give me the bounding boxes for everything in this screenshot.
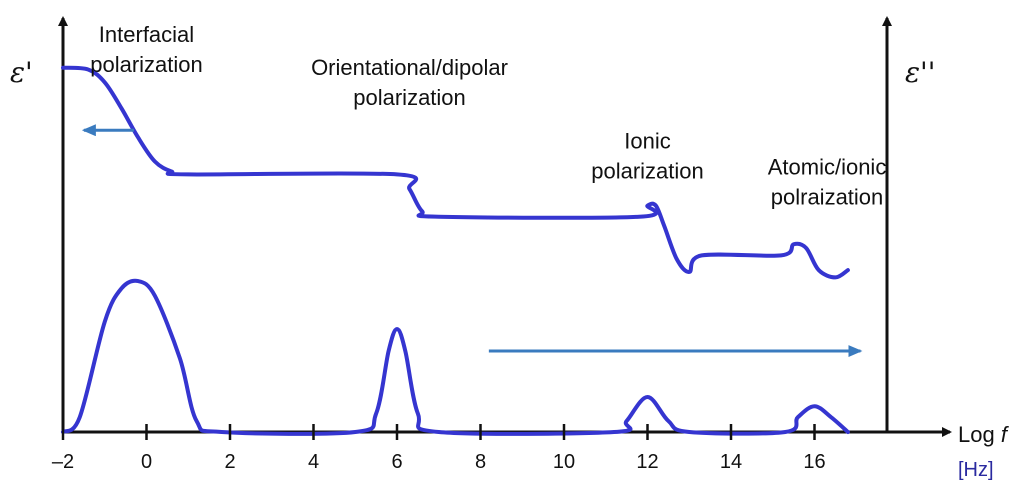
annotations: Interfacial polarization Orientational/dip… xyxy=(81,22,887,358)
y-axis-label-left: ε' xyxy=(10,56,33,89)
annotation-line: polarization xyxy=(353,85,466,110)
series-line-real-permittivity xyxy=(61,65,850,280)
y-axis-label-right: ε'' xyxy=(905,56,935,89)
x-tick-label: 14 xyxy=(720,451,742,473)
annotation-line: Atomic/ionic xyxy=(768,154,887,179)
x-axis-label: Log f xyxy=(958,422,1010,447)
annotation-1: Interfacial polarization xyxy=(90,22,203,77)
annotation-4: Atomic/ionic polraization xyxy=(768,154,887,209)
series-group xyxy=(61,65,850,436)
annotation-line: polarization xyxy=(90,52,203,77)
annotation-line: Ionic xyxy=(624,129,670,154)
annotation-2: Orientational/dipolar polarization xyxy=(311,55,508,110)
x-axis-label-prefix: Log xyxy=(958,422,1001,447)
x-tick-label: 2 xyxy=(224,451,235,473)
x-tick-label: 16 xyxy=(803,451,825,473)
annotation-line: polarization xyxy=(591,159,704,184)
x-ticks: –2 0 2 4 6 8 10 12 14 16 xyxy=(52,424,826,473)
x-tick-label: 6 xyxy=(391,451,402,473)
x-tick-label: –2 xyxy=(52,451,74,473)
x-tick-label: 10 xyxy=(553,451,575,473)
x-tick-label: 8 xyxy=(475,451,486,473)
axes xyxy=(58,16,952,437)
annotation-line: Interfacial xyxy=(99,22,194,47)
x-axis-label-variable: f xyxy=(1001,422,1010,447)
x-tick-label: 4 xyxy=(308,451,319,473)
annotation-3: Ionic polarization xyxy=(591,129,704,184)
series-line-imaginary-permittivity xyxy=(61,278,850,436)
annotation-line: polraization xyxy=(771,184,884,209)
annotation-line: Orientational/dipolar xyxy=(311,55,508,80)
x-tick-label: 12 xyxy=(636,451,658,473)
x-tick-label: 0 xyxy=(141,451,152,473)
x-axis-unit: [Hz] xyxy=(958,459,994,481)
